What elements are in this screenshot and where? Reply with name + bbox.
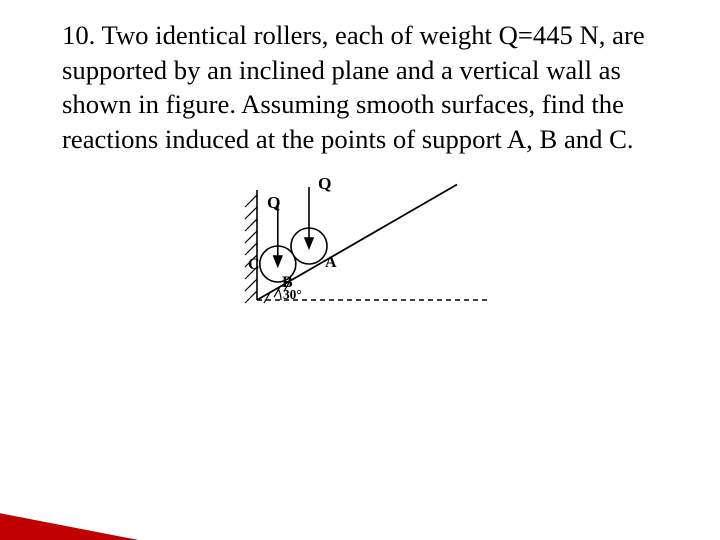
label-A: A [325,254,337,272]
accent-triangle [0,490,180,540]
weight-arrow-lower [274,205,282,266]
label-Q-lower: Q [267,193,280,213]
angle-arc [278,288,281,300]
label-C: C [248,256,260,274]
slide-accent [0,490,300,540]
figure: Q Q A B C 30° [232,160,492,320]
label-Q-upper: Q [318,174,331,194]
weight-arrow-upper [305,187,313,248]
problem-number: 10. [62,20,95,50]
problem-body: Two identical rollers, each of weight Q=… [62,20,645,154]
figure-svg [232,160,492,320]
label-angle: 30° [283,287,302,303]
problem-text: 10. Two identical rollers, each of weigh… [62,18,672,157]
wall-hatching [245,195,257,303]
